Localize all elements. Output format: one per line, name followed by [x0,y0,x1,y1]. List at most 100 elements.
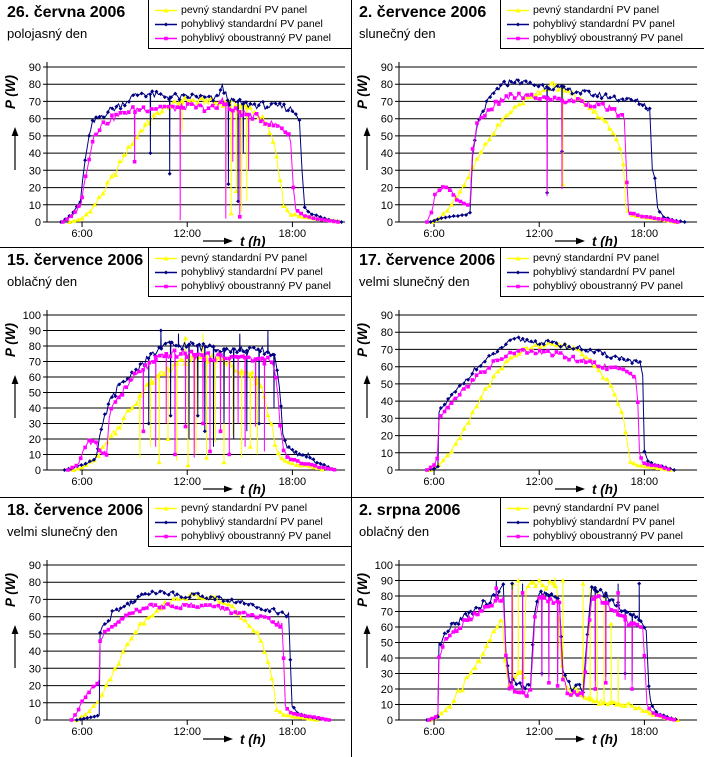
yellow-triangle-marker-icon [506,5,530,16]
svg-text:80: 80 [381,591,393,603]
svg-text:12:00: 12:00 [173,726,201,738]
legend-label: pevný standardní PV panel [533,502,660,514]
legend: pevný standardní PV panel pohyblivý stan… [148,0,351,49]
navy-diamond-marker-icon [154,517,178,528]
svg-text:40: 40 [381,148,393,160]
svg-text:30: 30 [381,669,393,681]
svg-text:50: 50 [381,638,393,650]
yellow-triangle-marker-icon [506,253,530,264]
svg-text:0: 0 [35,465,41,477]
legend-item: pohyblivý standardní PV panel [154,265,351,279]
legend-item: pohyblivý oboustranný PV panel [506,31,704,45]
svg-text:20: 20 [381,431,393,443]
legend-item: pevný standardní PV panel [506,3,704,17]
legend-item: pohyblivý oboustranný PV panel [154,31,351,45]
chart-plot: 0 10 20 30 40 50 60 70 80 90 6:00 12:00 18:00 t (h) P … [355,62,697,248]
svg-text:50: 50 [29,629,41,641]
legend-label: pohyblivý standardní PV panel [533,266,675,278]
legend-item: pevný standardní PV panel [506,251,704,265]
legend-item: pohyblivý oboustranný PV panel [154,529,351,543]
svg-text:30: 30 [29,165,41,177]
svg-text:100: 100 [375,560,393,572]
svg-text:6:00: 6:00 [423,726,444,738]
magenta-square-marker-icon [154,33,178,44]
legend-item: pevný standardní PV panel [154,501,351,515]
legend-item: pohyblivý oboustranný PV panel [154,279,351,293]
svg-text:30: 30 [29,663,41,675]
legend-label: pohyblivý oboustranný PV panel [181,530,332,542]
svg-text:t (h): t (h) [592,234,618,248]
svg-text:P (W): P (W) [355,573,370,607]
svg-text:12:00: 12:00 [173,228,201,240]
svg-text:90: 90 [381,576,393,588]
svg-text:10: 10 [29,200,41,212]
navy-diamond-marker-icon [506,19,530,30]
svg-text:t (h): t (h) [592,732,618,747]
svg-text:90: 90 [381,62,393,74]
chart-panel-4: 17. července 2006 velmi slunečný den 0 10… [352,248,704,498]
magenta-square-marker-icon [506,33,530,44]
svg-text:60: 60 [381,622,393,634]
svg-text:90: 90 [29,560,41,572]
svg-text:0: 0 [387,217,393,229]
legend-label: pohyblivý oboustranný PV panel [533,530,684,542]
yellow-triangle-marker-icon [154,503,178,514]
legend-label: pohyblivý standardní PV panel [181,266,323,278]
svg-text:0: 0 [35,715,41,727]
svg-text:70: 70 [29,594,41,606]
svg-text:100: 100 [23,310,41,322]
svg-text:20: 20 [29,183,41,195]
svg-text:50: 50 [381,131,393,143]
yellow-triangle-marker-icon [154,5,178,16]
navy-diamond-marker-icon [506,517,530,528]
svg-text:60: 60 [29,372,41,384]
legend-item: pohyblivý standardní PV panel [154,515,351,529]
svg-text:18:00: 18:00 [631,726,659,738]
svg-text:18:00: 18:00 [279,726,307,738]
panel-subtitle: velmi slunečný den [359,274,470,289]
svg-text:10: 10 [29,450,41,462]
svg-text:70: 70 [381,607,393,619]
svg-text:12:00: 12:00 [525,476,553,488]
svg-text:P (W): P (W) [355,323,370,357]
svg-text:0: 0 [387,715,393,727]
svg-text:P (W): P (W) [3,75,18,109]
svg-text:50: 50 [29,131,41,143]
svg-text:70: 70 [29,96,41,108]
yellow-triangle-marker-icon [506,503,530,514]
legend: pevný standardní PV panel pohyblivý stan… [500,498,704,547]
legend-label: pohyblivý standardní PV panel [533,516,675,528]
chart-panel-5: 18. července 2006 velmi slunečný den 0 10… [0,498,352,757]
legend-label: pohyblivý oboustranný PV panel [181,280,332,292]
chart-plot: 0 10 20 30 40 50 60 70 80 90 100 6:00 12:00 18:00 t (h… [3,310,345,497]
svg-text:60: 60 [381,362,393,374]
svg-text:70: 70 [381,96,393,108]
svg-text:40: 40 [29,148,41,160]
svg-text:t (h): t (h) [240,732,266,747]
legend-item: pohyblivý standardní PV panel [506,265,704,279]
svg-text:6:00: 6:00 [71,726,92,738]
chart-plot: 0 10 20 30 40 50 60 70 80 90 6:00 12:00 18:00 t (h) P … [355,310,697,497]
panel-title: 18. července 2006 [7,502,144,519]
panel-subtitle: slunečný den [359,26,436,41]
svg-text:30: 30 [381,165,393,177]
svg-text:90: 90 [381,310,393,322]
svg-text:60: 60 [381,114,393,126]
legend-label: pohyblivý oboustranný PV panel [533,280,684,292]
svg-text:P (W): P (W) [3,323,18,357]
svg-text:40: 40 [29,646,41,658]
svg-text:10: 10 [29,698,41,710]
chart-plot: 0 10 20 30 40 50 60 70 80 90 100 6:00 12:00 18:00 t (h… [355,560,697,747]
legend-label: pohyblivý standardní PV panel [181,18,323,30]
legend: pevný standardní PV panel pohyblivý stan… [500,0,704,49]
svg-text:40: 40 [381,653,393,665]
magenta-square-marker-icon [154,531,178,542]
legend-item: pohyblivý standardní PV panel [506,515,704,529]
magenta-square-marker-icon [154,281,178,292]
navy-diamond-marker-icon [154,19,178,30]
legend-item: pevný standardní PV panel [506,501,704,515]
panel-title: 2. srpna 2006 [359,502,461,519]
svg-text:20: 20 [29,681,41,693]
svg-text:90: 90 [29,62,41,74]
